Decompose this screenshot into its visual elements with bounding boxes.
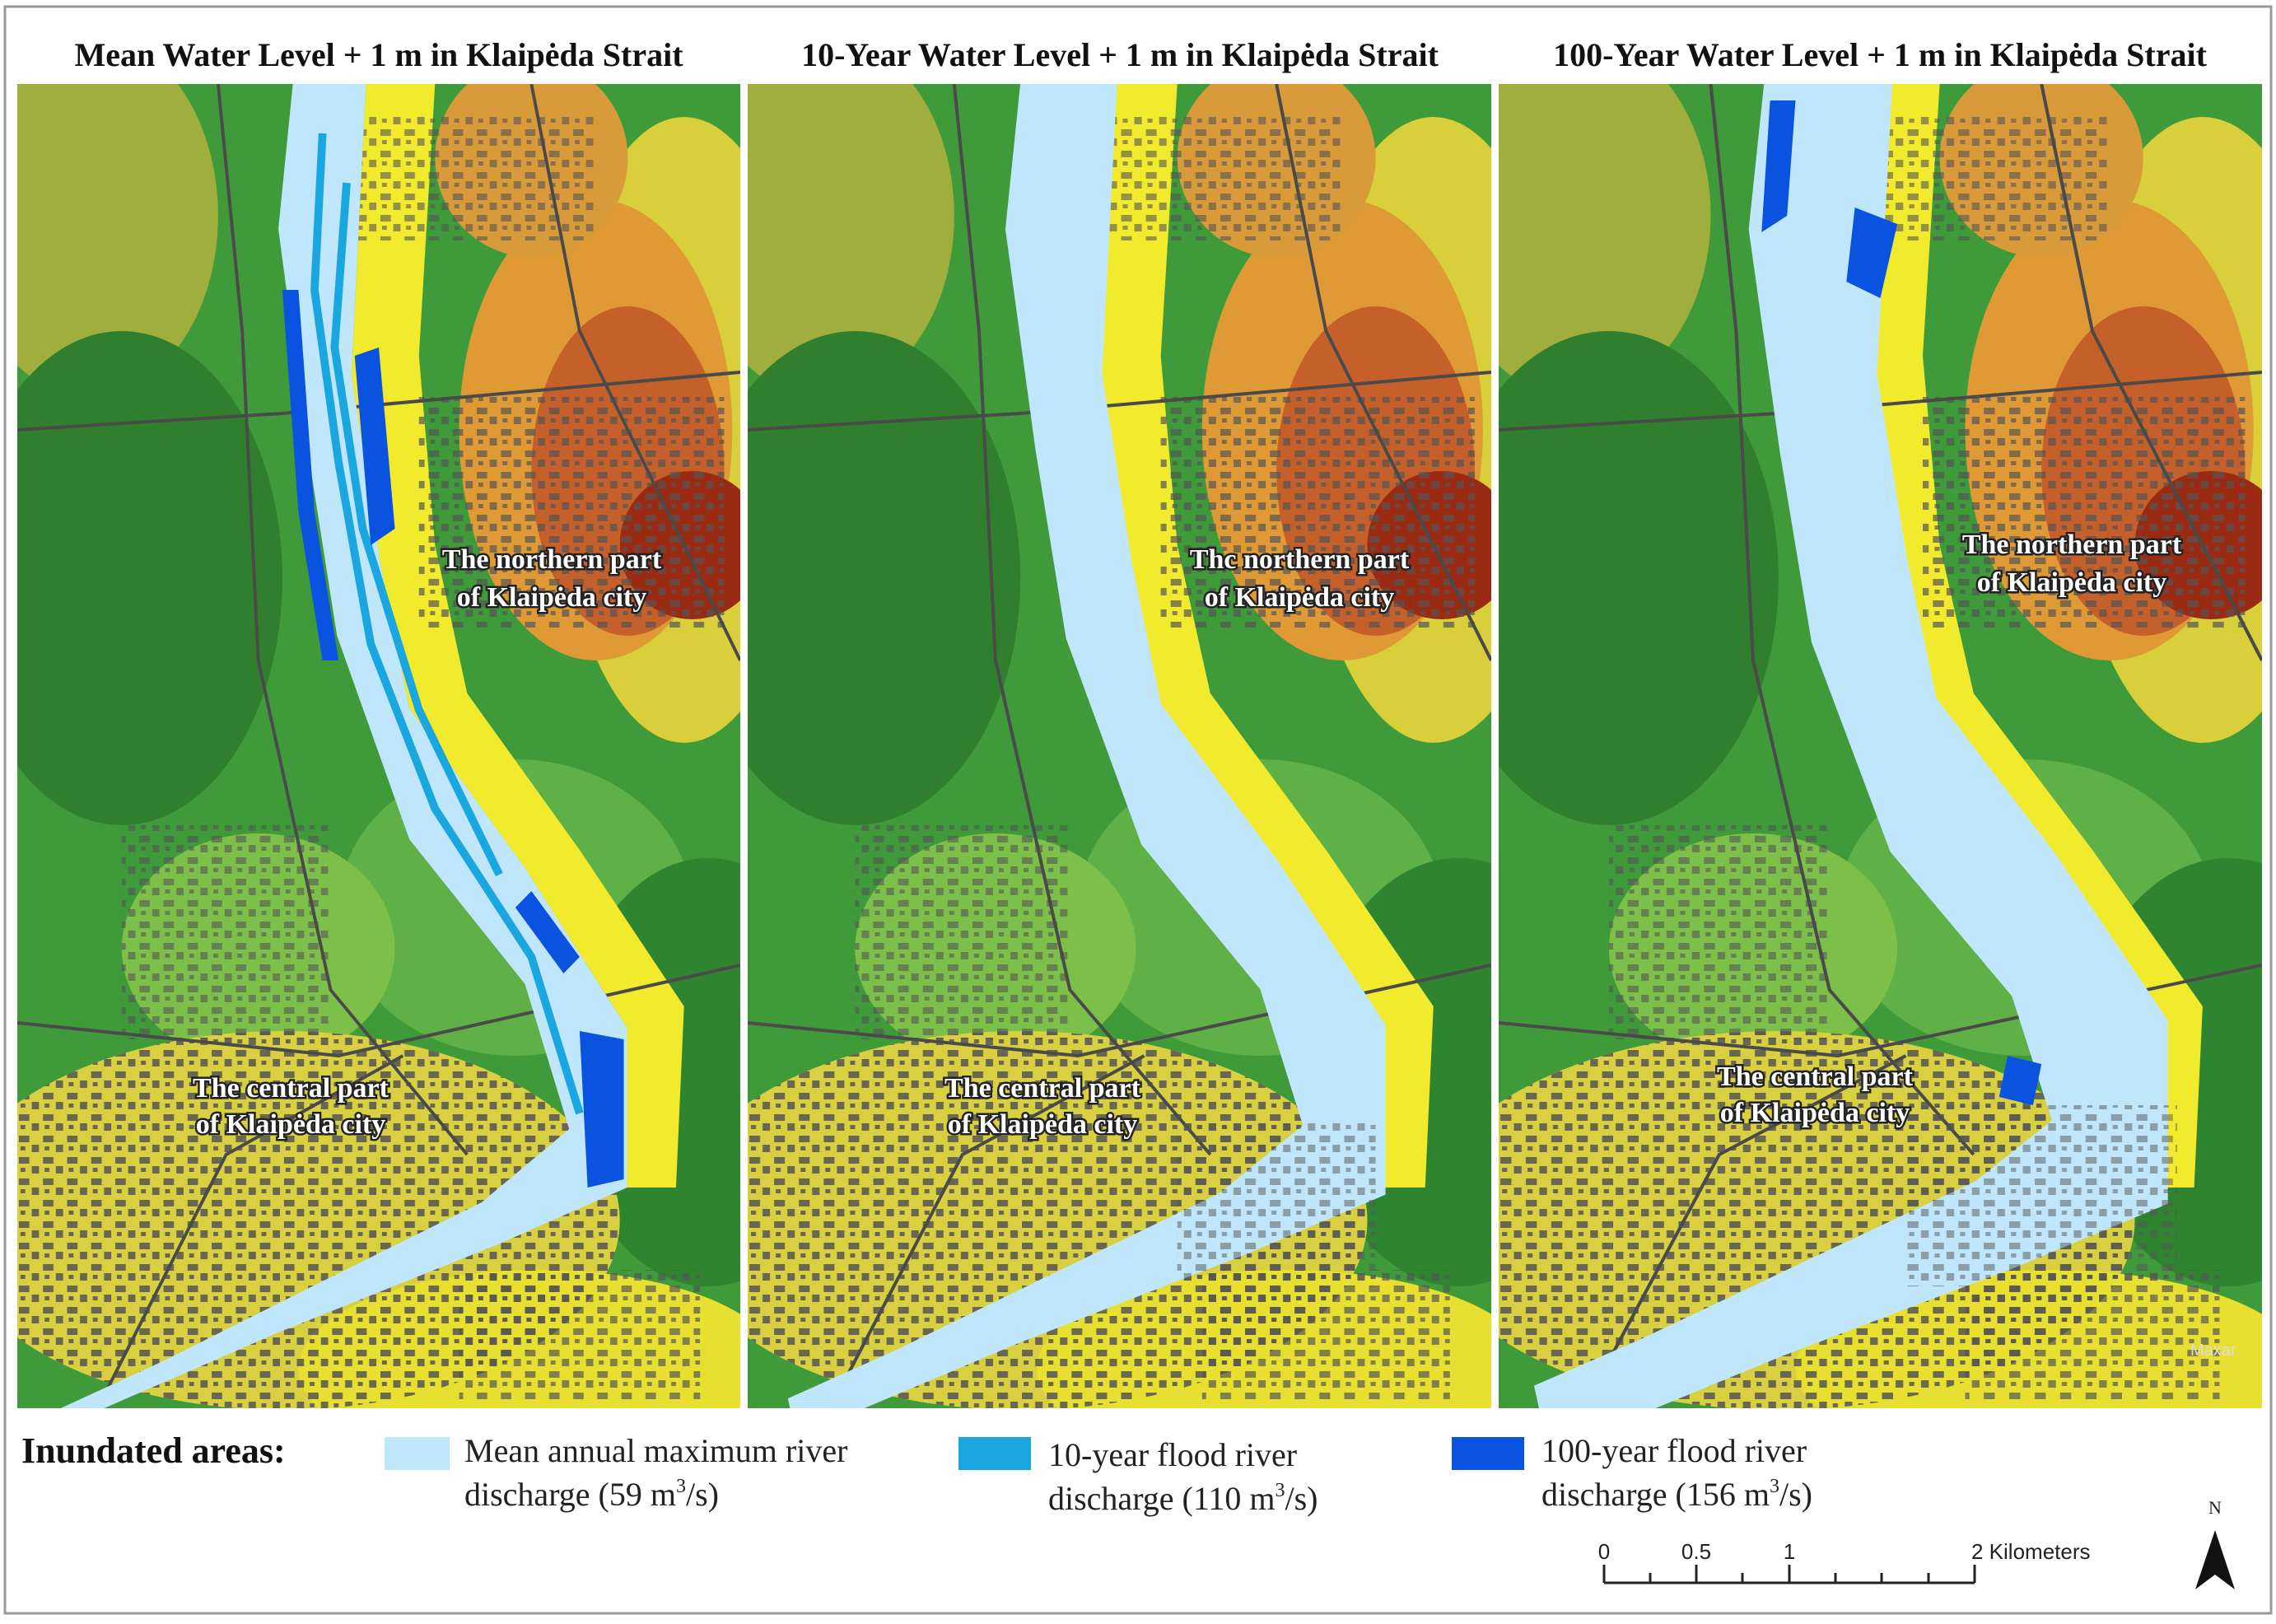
panel-titles: Mean Water Level + 1 m in Klaipėda Strai… bbox=[74, 36, 2207, 73]
place-label: of Klaipėda city bbox=[1977, 567, 2166, 598]
legend-label: 10-year flood river bbox=[1048, 1436, 1297, 1473]
legend-label: discharge (59 m3/s) bbox=[464, 1476, 719, 1513]
scale-label: 2 Kilometers bbox=[1971, 1539, 2091, 1564]
legend-label: 100-year flood river bbox=[1541, 1432, 1807, 1469]
flood-100yr bbox=[1761, 100, 2042, 1105]
legend-swatch bbox=[958, 1437, 1031, 1470]
place-label: The northern part bbox=[1962, 530, 2182, 560]
place-label: Thc northern part bbox=[1190, 544, 1410, 575]
north-arrow: N bbox=[2195, 1497, 2235, 1589]
legend-label: Mean annual maximum river bbox=[464, 1432, 847, 1469]
place-label: of Klaipėda city bbox=[457, 582, 646, 613]
legend: Inundated areas: Mean annual maximum riv… bbox=[21, 1430, 1812, 1517]
scale-label: 0.5 bbox=[1681, 1539, 1711, 1564]
scale-label: 1 bbox=[1784, 1539, 1795, 1564]
legend-title: Inundated areas: bbox=[21, 1430, 286, 1471]
watermark: Maxar bbox=[2190, 1342, 2236, 1360]
flood-10yr bbox=[310, 133, 584, 1115]
flood-100yr bbox=[282, 290, 624, 1188]
legend-label: discharge (156 m3/s) bbox=[1541, 1476, 1812, 1513]
scale-label: 0 bbox=[1598, 1539, 1610, 1564]
north-label: N bbox=[2208, 1497, 2222, 1518]
map-panel bbox=[0, 35, 853, 1468]
place-label: The central part bbox=[193, 1073, 389, 1104]
inundated-buildings bbox=[1177, 1122, 1376, 1286]
place-label: The northern part bbox=[442, 544, 662, 575]
place-label: of Klaipėda city bbox=[1205, 582, 1394, 613]
panel-title: 100-Year Water Level + 1 m in Klaipėda S… bbox=[1553, 36, 2208, 73]
map-panel bbox=[674, 35, 1607, 1468]
panel-title: 10-Year Water Level + 1 m in Klaipėda St… bbox=[801, 36, 1439, 73]
place-label: The central part bbox=[944, 1073, 1141, 1104]
place-label: of Klaipėda city bbox=[948, 1109, 1137, 1140]
place-label: The central part bbox=[1717, 1062, 1914, 1092]
legend-swatch bbox=[1452, 1437, 1524, 1470]
place-labels: The northern part of Klaipėda city The c… bbox=[191, 528, 2236, 1360]
legend-label: discharge (110 m3/s) bbox=[1048, 1480, 1318, 1517]
frame bbox=[3, 5, 2273, 1615]
panel-title: Mean Water Level + 1 m in Klaipėda Strai… bbox=[74, 36, 683, 73]
place-label: of Klaipėda city bbox=[196, 1109, 385, 1140]
inundated-buildings bbox=[1905, 1105, 2177, 1286]
scale-bar: 0 0.5 1 2 Kilometers bbox=[1598, 1539, 2091, 1584]
legend-swatch bbox=[385, 1437, 450, 1470]
place-label: of Klaipėda city bbox=[1720, 1098, 1910, 1128]
map-panel bbox=[1422, 35, 2276, 1468]
